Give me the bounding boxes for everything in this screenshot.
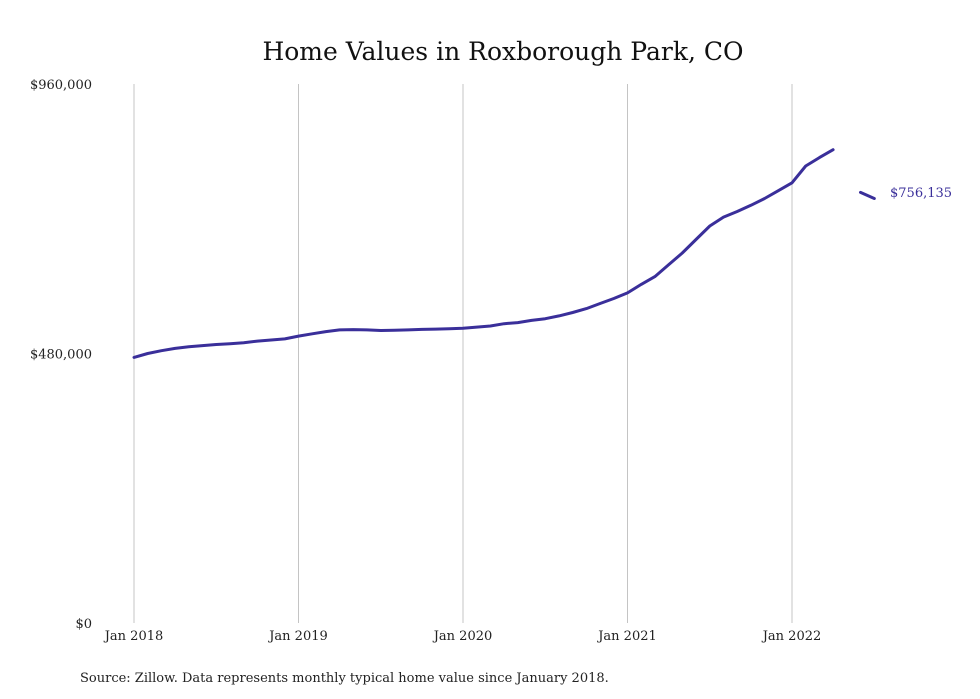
series-line-0	[132, 148, 835, 359]
vertical-gridlines	[133, 84, 793, 623]
x-tick-label: Jan 2018	[103, 629, 164, 644]
y-tick-label: $960,000	[30, 78, 92, 93]
y-tick-label: $0	[75, 617, 92, 632]
end-value-label: $756,135	[890, 186, 952, 201]
y-tick-label: $480,000	[30, 348, 92, 363]
x-tick-label: Jan 2020	[432, 629, 493, 644]
x-axis-tick-labels: Jan 2018 Jan 2019 Jan 2020 Jan 2021 Jan 2022	[103, 629, 822, 644]
data-series	[132, 148, 876, 359]
series-line-1	[859, 190, 876, 200]
y-axis-tick-labels: $0 $480,000 $960,000	[30, 78, 92, 632]
x-tick-label: Jan 2019	[267, 629, 328, 644]
source-note: Source: Zillow. Data represents monthly …	[80, 671, 609, 686]
x-tick-label: Jan 2021	[596, 629, 657, 644]
x-tick-label: Jan 2022	[761, 629, 822, 644]
chart-title: Home Values in Roxborough Park, CO	[262, 37, 743, 66]
